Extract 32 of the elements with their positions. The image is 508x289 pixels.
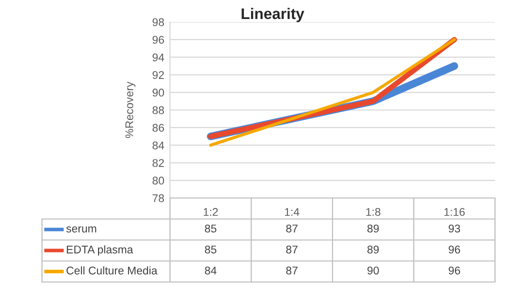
y-tick-label: 94 <box>152 53 164 62</box>
y-tick-label: 88 <box>152 106 164 114</box>
data-label: 96 <box>448 266 460 274</box>
y-tick-label: 84 <box>152 141 164 150</box>
data-label: 96 <box>448 246 460 254</box>
data-label: 93 <box>448 224 460 232</box>
x-tick-label: 1:4 <box>285 208 300 216</box>
legend-label: Cell Culture Media <box>66 266 158 274</box>
y-tick-label: 82 <box>152 159 164 167</box>
x-tick-label: 1:16 <box>444 208 465 216</box>
data-label: 84 <box>204 266 216 274</box>
data-label: 87 <box>286 246 298 254</box>
x-tick-label: 1:8 <box>366 208 380 216</box>
data-label: 90 <box>367 266 379 274</box>
data-label: 85 <box>204 224 216 232</box>
y-tick-label: 92 <box>152 71 164 79</box>
data-label: 89 <box>367 224 379 232</box>
y-tick-label: 80 <box>152 176 164 185</box>
legend-label: EDTA plasma <box>66 245 134 256</box>
y-axis-title: %Recovery <box>125 82 136 138</box>
legend-label: serum <box>66 226 96 232</box>
chart-title: Linearity <box>242 8 304 22</box>
x-tick-label: 1:2 <box>204 208 218 216</box>
data-label: 89 <box>367 246 379 254</box>
y-tick-label: 86 <box>152 124 164 132</box>
data-label: 85 <box>204 246 216 254</box>
data-label: 87 <box>286 266 298 274</box>
y-tick-label: 96 <box>152 36 164 44</box>
y-tick-label: 98 <box>152 18 164 26</box>
y-tick-label: 78 <box>152 194 164 202</box>
y-tick-label: 90 <box>152 88 164 97</box>
data-label: 87 <box>286 224 298 232</box>
